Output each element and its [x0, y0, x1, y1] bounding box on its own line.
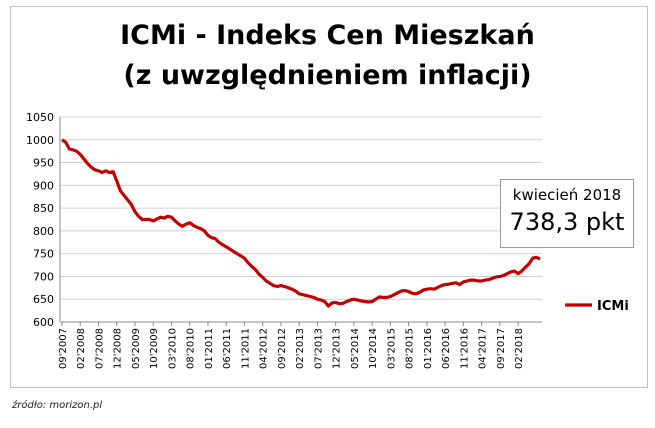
x-tick-label: 03'2015: [386, 328, 397, 369]
series-line-icmi: [61, 138, 541, 308]
legend-label: ICMi: [597, 299, 629, 314]
x-tick-label: 02'2013: [295, 328, 306, 369]
y-tick-label: 1050: [26, 111, 54, 124]
y-tick-label: 1000: [26, 134, 54, 147]
chart-subtitle: (z uwzględnieniem inflacji): [123, 60, 532, 91]
y-tick-label: 750: [33, 248, 54, 261]
y-tick-label: 600: [33, 316, 54, 329]
x-tick-label: 11'2011: [240, 328, 251, 369]
source-note: źródło: morizon.pl: [12, 400, 103, 411]
x-tick-label: 01'2011: [204, 328, 215, 369]
y-tick-label: 950: [33, 157, 54, 170]
x-tick-label: 10'2014: [368, 328, 379, 369]
y-tick-label: 700: [33, 270, 54, 283]
x-tick-label: 06'2016: [441, 328, 452, 369]
line-chart: 600 650 700 750 800 850 900 950 1000 1050 09'2007 0…: [26, 111, 629, 369]
y-tick-label: 900: [33, 179, 54, 192]
x-tick-label: 02'2008: [76, 328, 87, 369]
x-tick-label: 08'2010: [186, 328, 197, 369]
x-tick-label: 10'2009: [149, 328, 160, 369]
y-tick-label: 850: [33, 202, 54, 215]
x-tick-label: 08'2015: [405, 328, 416, 369]
x-tick-label: 03'2010: [167, 328, 178, 369]
chart-title: ICMi - Indeks Cen Mieszkań: [120, 20, 535, 51]
x-tick-label: 07'2008: [94, 328, 105, 369]
latest-value-callout: kwiecień 2018 738,3 pkt: [500, 179, 634, 248]
x-tick-label: 02'2018: [514, 328, 525, 369]
x-tick-label: 04'2012: [259, 328, 270, 369]
x-tick-label: 01'2016: [423, 328, 434, 369]
x-tick-label: 09'2012: [277, 328, 288, 369]
callout-value: 738,3 pkt: [509, 208, 625, 236]
x-tick-label: 09'2017: [496, 328, 507, 369]
x-tick-label: 12'2013: [332, 328, 343, 369]
x-tick-label: 04'2017: [478, 328, 489, 369]
x-tick-label: 12'2008: [113, 328, 124, 369]
callout-date: kwiecień 2018: [512, 186, 622, 204]
x-tick-label: 05'2009: [131, 328, 142, 369]
y-tick-label: 800: [33, 225, 54, 238]
x-tick-label: 09'2007: [58, 328, 69, 369]
x-tick-label: 06'2011: [222, 328, 233, 369]
x-tick-label: 07'2013: [313, 328, 324, 369]
x-tick-label: 11'2016: [459, 328, 470, 369]
y-tick-label: 650: [33, 293, 54, 306]
x-tick-label: 05'2014: [350, 328, 361, 369]
